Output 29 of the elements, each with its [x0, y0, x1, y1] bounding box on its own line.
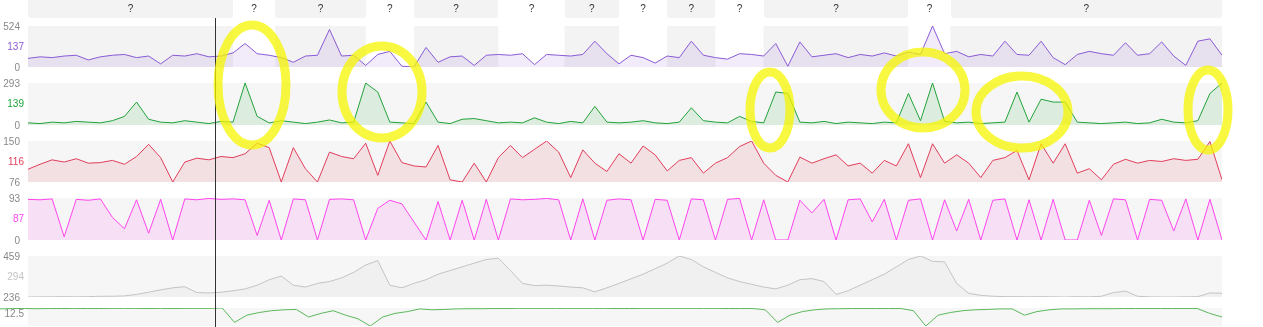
y-tick-label: 0: [14, 234, 21, 246]
text: 139: [6, 97, 24, 110]
y-tick-label: 293: [3, 77, 21, 89]
y-tick-label: 0: [14, 61, 21, 73]
y-tick-label: 76: [8, 176, 21, 188]
text: ?: [275, 0, 366, 18]
text: ?: [667, 0, 716, 18]
text: 294: [6, 269, 24, 283]
y-tick-label: 236: [3, 291, 21, 303]
y-tick-label: 93: [8, 192, 21, 204]
text: ?: [564, 0, 619, 18]
y-tick-label: 524: [3, 20, 21, 32]
text: ?: [498, 0, 565, 18]
text: ?: [908, 0, 951, 18]
text: ?: [365, 0, 414, 18]
text: ?: [233, 0, 276, 18]
text: ?: [715, 0, 764, 18]
text: ?: [763, 0, 909, 18]
annotation: 137: [6, 39, 24, 53]
text: ?: [413, 0, 499, 18]
text: ?: [28, 0, 234, 18]
text: ?: [618, 0, 668, 18]
y-tick-label: 150: [3, 135, 21, 147]
text: 116: [7, 154, 24, 168]
y-tick-label: 0: [14, 119, 21, 131]
text: ?: [950, 0, 1222, 18]
annotation: 12.5: [3, 307, 24, 320]
text: 87: [11, 212, 24, 225]
y-tick-label: 459: [3, 250, 21, 262]
